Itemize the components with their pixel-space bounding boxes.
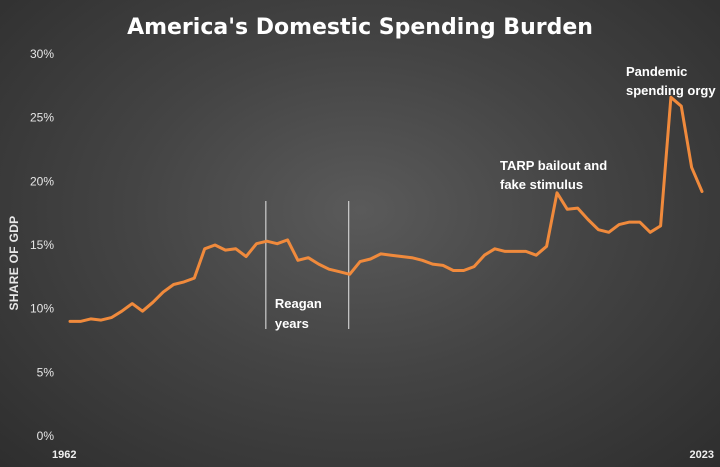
y-axis-label: SHARE OF GDP bbox=[7, 216, 21, 311]
annotations: Reagan years TARP bailout and fake stimulus… bbox=[265, 64, 716, 331]
pandemic-annotation: spending orgy bbox=[626, 83, 716, 98]
x-tick-label: 1962 bbox=[52, 449, 76, 461]
chart-title: America's Domestic Spending Burden bbox=[127, 15, 593, 40]
y-tick-label: 20% bbox=[30, 174, 54, 188]
tarp-annotation: fake stimulus bbox=[500, 177, 583, 192]
y-tick-label: 10% bbox=[30, 302, 54, 316]
y-tick-label: 25% bbox=[30, 111, 54, 125]
y-tick-label: 30% bbox=[30, 47, 54, 61]
reagan-years-annotation: Reagan bbox=[275, 296, 322, 311]
y-tick-label: 15% bbox=[30, 238, 54, 252]
y-tick-label: 5% bbox=[37, 365, 55, 379]
reagan-years-annotation: years bbox=[275, 316, 309, 331]
tarp-annotation: TARP bailout and bbox=[500, 158, 607, 173]
y-tick-label: 0% bbox=[37, 429, 55, 443]
x-axis-ticks: 1962 2023 bbox=[52, 449, 714, 461]
pandemic-annotation: Pandemic bbox=[626, 64, 687, 79]
spending-line bbox=[68, 95, 704, 323]
x-tick-label: 2023 bbox=[690, 449, 714, 461]
y-axis-ticks: 0% 5% 10% 15% 20% 25% 30% bbox=[30, 47, 54, 443]
